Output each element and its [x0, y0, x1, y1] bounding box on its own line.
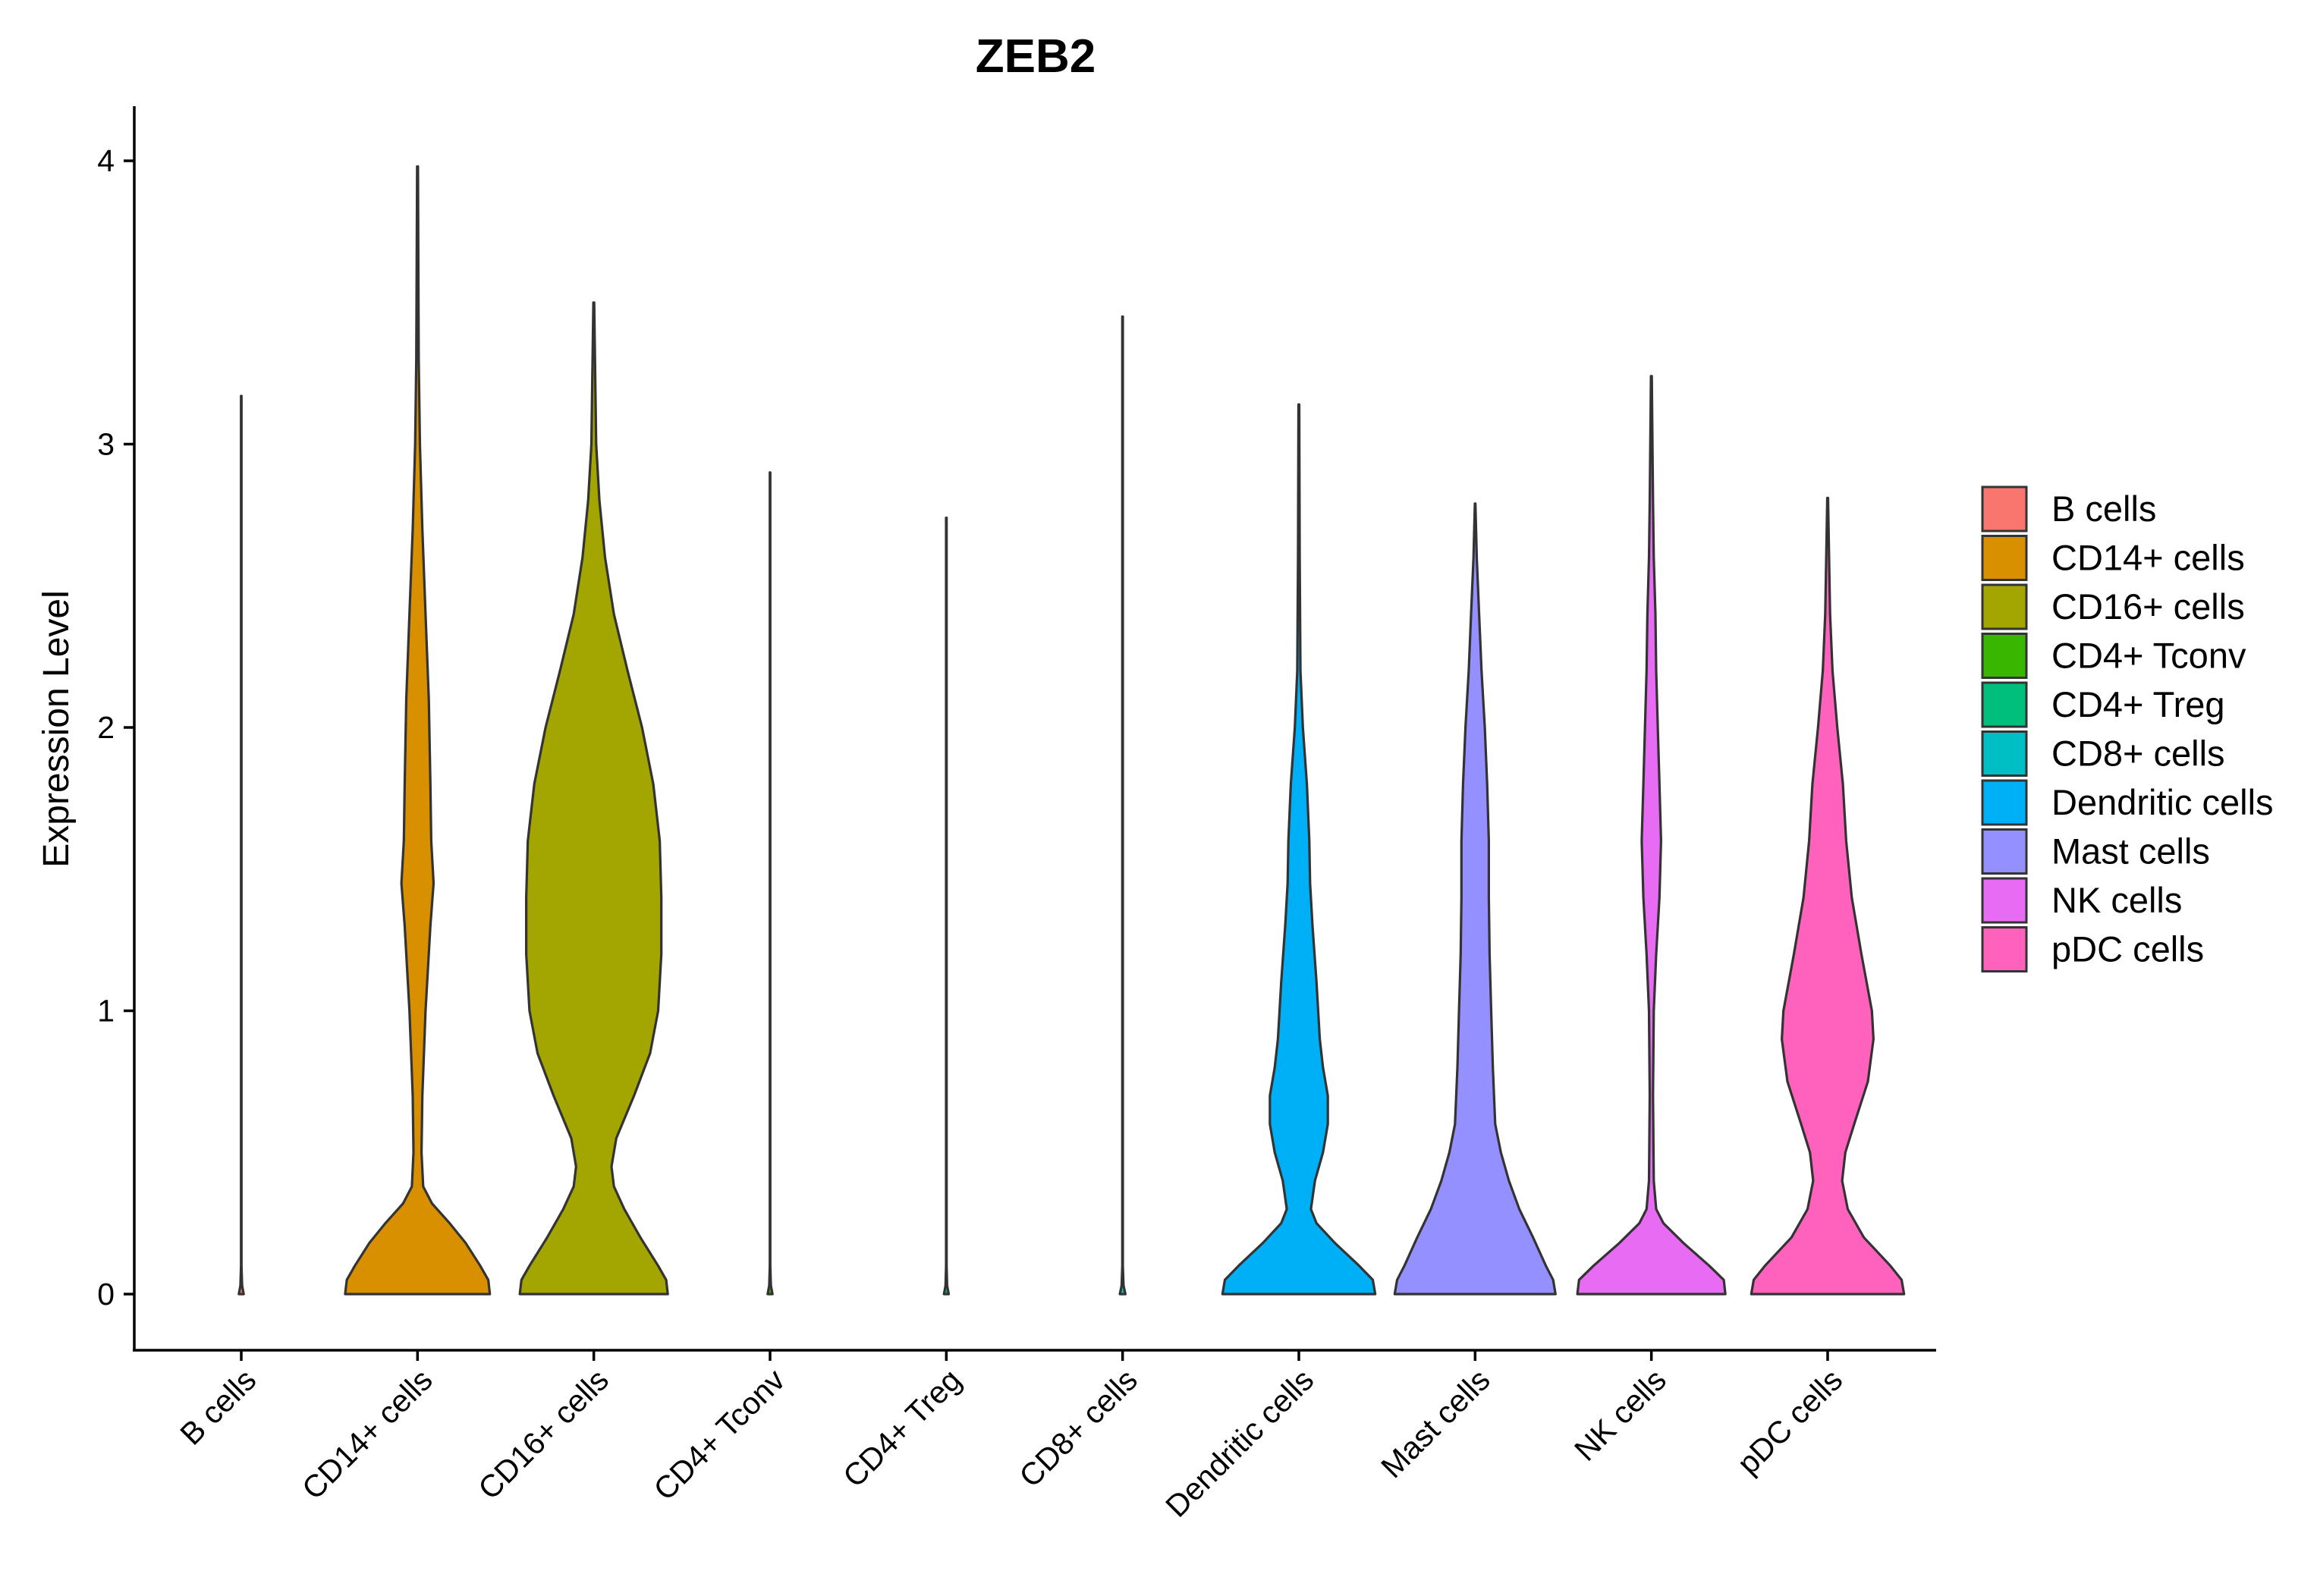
legend-swatch-cd4-tconv — [1981, 633, 2028, 679]
legend-label: pDC cells — [2051, 929, 2204, 969]
x-tick-label: B cells — [173, 1362, 263, 1452]
violin-cd4-treg — [942, 517, 951, 1296]
legend-swatch-mast-cells — [1981, 828, 2028, 875]
legend-swatch-cd16-cells — [1981, 583, 2028, 630]
violin-cd14-cells — [344, 165, 492, 1296]
legend-label: CD14+ cells — [2051, 538, 2245, 578]
legend-swatch-cd8-cells — [1981, 730, 2028, 777]
legend-swatch-pdc-cells — [1981, 926, 2028, 972]
legend-swatch-dendritic-cells — [1981, 779, 2028, 826]
x-tick-label: pDC cells — [1731, 1362, 1850, 1481]
legend-swatch-nk-cells — [1981, 877, 2028, 924]
y-tick-label: 0 — [97, 1277, 115, 1312]
violin-cd8-cells — [1118, 315, 1127, 1296]
violin-pdc-cells — [1750, 496, 1906, 1296]
legend-label: Mast cells — [2051, 831, 2210, 872]
violin-b-cells — [237, 394, 245, 1296]
y-tick-label: 4 — [97, 143, 115, 178]
x-tick-label: CD4+ Treg — [836, 1362, 968, 1494]
x-tick-label: NK cells — [1567, 1362, 1673, 1468]
x-tick-label: Dendritic cells — [1158, 1362, 1320, 1524]
legend: B cells CD14+ cells CD16+ cells CD4+ Tconv C… — [1981, 485, 2274, 972]
legend-label: NK cells — [2051, 880, 2182, 920]
x-tick-label: CD14+ cells — [295, 1362, 439, 1506]
x-tick-label: CD16+ cells — [471, 1362, 615, 1506]
violin-cd4-tconv — [766, 471, 774, 1296]
violin-dendritic-cells — [1221, 403, 1377, 1296]
legend-swatch-b-cells — [1981, 485, 2028, 533]
legend-label: CD8+ cells — [2051, 734, 2225, 774]
x-tick-label: CD8+ cells — [1013, 1362, 1145, 1494]
legend-label: CD4+ Treg — [2051, 684, 2225, 724]
legend-swatch-cd14-cells — [1981, 535, 2028, 581]
legend-swatch-cd4-treg — [1981, 681, 2028, 728]
violins — [237, 165, 1906, 1296]
y-tick-label: 1 — [97, 994, 115, 1029]
violin-cd16-cells — [518, 301, 669, 1296]
y-tick-label: 2 — [97, 710, 115, 745]
legend-label: CD16+ cells — [2051, 586, 2245, 627]
violin-nk-cells — [1576, 375, 1727, 1296]
y-tick-label: 3 — [97, 427, 115, 462]
legend-label: B cells — [2051, 489, 2156, 529]
legend-label: CD4+ Tconv — [2051, 636, 2246, 676]
y-axis-label: Expression Level — [36, 590, 77, 868]
violin-mast-cells — [1393, 502, 1557, 1296]
x-tick-label: Mast cells — [1374, 1362, 1496, 1484]
chart-title: ZEB2 — [976, 30, 1096, 83]
x-tick-label: CD4+ Tconv — [647, 1362, 792, 1506]
legend-label: Dendritic cells — [2051, 782, 2274, 822]
